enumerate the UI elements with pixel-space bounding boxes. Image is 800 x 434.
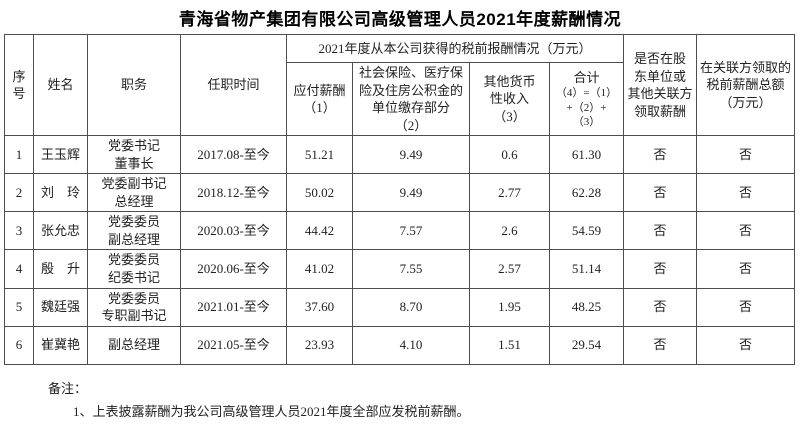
cell-related: 否 [623, 211, 698, 251]
cell-position: 党委书记 董事长 [87, 135, 181, 175]
cell-other: 2.77 [469, 173, 550, 213]
cell-index: 3 [4, 211, 34, 251]
header-related-amount: 在关联方领取的 税前薪酬总额 （万元） [696, 33, 796, 137]
table-row: 5 魏廷强 党委委员 专职副书记 2021.01-至今 37.60 8.70 1… [4, 287, 796, 327]
cell-tenure: 2020.06-至今 [180, 249, 287, 289]
cell-payable: 41.02 [286, 249, 353, 289]
cell-payable: 37.60 [286, 287, 353, 327]
cell-related: 否 [623, 135, 698, 175]
cell-index: 6 [4, 325, 34, 365]
header-position: 职务 [87, 33, 181, 137]
header-total: 合计 （4）=（1） +（2）+ （3） [548, 61, 625, 137]
cell-total: 61.30 [548, 135, 625, 175]
cell-related-amount: 否 [696, 211, 796, 251]
cell-name: 崔冀艳 [33, 325, 88, 365]
cell-other: 2.6 [469, 211, 550, 251]
cell-name: 刘 玲 [33, 173, 88, 213]
cell-related: 否 [623, 249, 698, 289]
cell-total: 48.25 [548, 287, 625, 327]
table-row: 1 王玉辉 党委书记 董事长 2017.08-至今 51.21 9.49 0.6… [4, 135, 796, 175]
cell-total: 62.28 [548, 173, 625, 213]
cell-other: 2.57 [469, 249, 550, 289]
cell-name: 王玉辉 [33, 135, 88, 175]
header-name: 姓名 [33, 33, 88, 137]
header-insurance: 社会保险、医疗保 险及住房公积金的 单位缴存部分 （2） [352, 61, 470, 137]
cell-other: 0.6 [469, 135, 550, 175]
header-compensation-group: 2021年度从本公司获得的税前报酬情况（万元） [285, 34, 625, 63]
cell-related-amount: 否 [696, 287, 796, 327]
cell-index: 4 [4, 249, 34, 289]
header-tenure: 任职时间 [180, 33, 287, 137]
notes-section: 备注： 1、上表披露薪酬为我公司高级管理人员2021年度全部应发税前薪酬。 [0, 378, 800, 420]
cell-total: 51.14 [548, 249, 625, 289]
cell-insurance: 9.49 [352, 173, 470, 213]
cell-total: 54.59 [548, 211, 625, 251]
cell-position: 党委委员 专职副书记 [87, 287, 181, 327]
cell-payable: 23.93 [286, 325, 353, 365]
cell-insurance: 7.57 [352, 211, 470, 251]
cell-insurance: 7.55 [352, 249, 470, 289]
header-related-party: 是否在股 东单位或 其他关联方 领取薪酬 [623, 33, 698, 137]
header-payable: 应付薪酬 （1） [286, 61, 353, 137]
cell-position: 党委委员 副总经理 [87, 211, 181, 251]
header-total-label: 合计 [573, 69, 600, 85]
salary-table: 序 号 姓名 职务 任职时间 2021年度从本公司获得的税前报酬情况（万元） 是… [4, 33, 796, 365]
cell-name: 张允忠 [33, 211, 88, 251]
cell-related-amount: 否 [696, 173, 796, 213]
cell-name: 殷 升 [33, 249, 88, 289]
table-row: 3 张允忠 党委委员 副总经理 2020.03-至今 44.42 7.57 2.… [4, 211, 796, 251]
cell-name: 魏廷强 [33, 287, 88, 327]
cell-index: 5 [4, 287, 34, 327]
notes-label: 备注： [48, 380, 88, 396]
table-row: 2 刘 玲 党委副书记 总经理 2018.12-至今 50.02 9.49 2.… [4, 173, 796, 213]
table-row: 4 殷 升 党委委员 纪委书记 2020.06-至今 41.02 7.55 2.… [4, 249, 796, 289]
page-title: 青海省物产集团有限公司高级管理人员2021年度薪酬情况 [178, 10, 622, 29]
cell-tenure: 2017.08-至今 [180, 135, 287, 175]
header-index: 序 号 [4, 33, 34, 137]
cell-position: 副总经理 [87, 325, 181, 365]
table-row: 6 崔冀艳 副总经理 2021.05-至今 23.93 4.10 1.51 29… [4, 325, 796, 365]
cell-tenure: 2020.03-至今 [180, 211, 287, 251]
cell-payable: 51.21 [286, 135, 353, 175]
cell-related-amount: 否 [696, 135, 796, 175]
cell-related-amount: 否 [696, 249, 796, 289]
cell-tenure: 2021.05-至今 [180, 325, 287, 365]
cell-related: 否 [623, 287, 698, 327]
cell-total: 29.54 [548, 325, 625, 365]
cell-other: 1.51 [469, 325, 550, 365]
cell-position: 党委副书记 总经理 [87, 173, 181, 213]
cell-index: 2 [4, 173, 34, 213]
cell-insurance: 9.49 [352, 135, 470, 175]
cell-payable: 44.42 [286, 211, 353, 251]
cell-other: 1.95 [469, 287, 550, 327]
header-total-formula: （4）=（1） +（2）+ （3） [555, 87, 618, 129]
cell-insurance: 8.70 [352, 287, 470, 327]
cell-tenure: 2021.01-至今 [180, 287, 287, 327]
cell-insurance: 4.10 [352, 325, 470, 365]
notes-item-1: 1、上表披露薪酬为我公司高级管理人员2021年度全部应发税前薪酬。 [73, 403, 470, 419]
cell-position: 党委委员 纪委书记 [87, 249, 181, 289]
cell-related: 否 [623, 325, 698, 365]
cell-related-amount: 否 [696, 325, 796, 365]
cell-tenure: 2018.12-至今 [180, 173, 287, 213]
header-other-income: 其他货币 性收入 （3） [469, 61, 550, 137]
cell-related: 否 [623, 173, 698, 213]
cell-payable: 50.02 [286, 173, 353, 213]
cell-index: 1 [4, 135, 34, 175]
